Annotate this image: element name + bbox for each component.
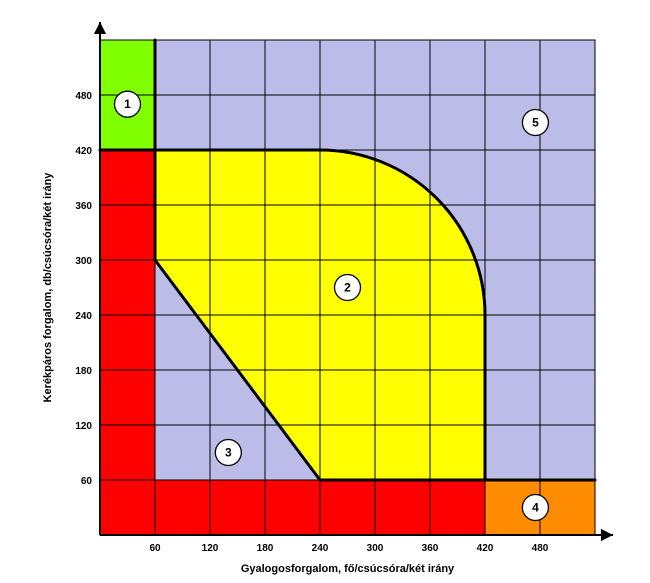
x-tick-label: 360 (422, 543, 439, 554)
y-tick-label: 480 (75, 91, 92, 102)
y-axis-arrow-icon (94, 22, 106, 34)
marker-label-1: 1 (124, 97, 131, 111)
marker-label-4: 4 (532, 501, 539, 515)
marker-label-5: 5 (532, 116, 539, 130)
y-tick-label: 240 (75, 311, 92, 322)
y-tick-label: 120 (75, 421, 92, 432)
x-tick-label: 300 (367, 543, 384, 554)
x-tick-label: 60 (149, 543, 161, 554)
marker-label-3: 3 (225, 446, 232, 460)
chart-svg: 60 120 180 240 300 360 420 480 60 120 180 240 300 360… (0, 0, 650, 583)
x-tick-label: 180 (257, 543, 274, 554)
y-axis-label: Kerékpáros forgalom, db/csúcsóra/két irá… (42, 40, 54, 535)
x-tick-label: 420 (477, 543, 494, 554)
x-tick-label: 240 (312, 543, 329, 554)
marker-label-2: 2 (344, 281, 351, 295)
y-tick-label: 60 (81, 476, 93, 487)
x-axis-arrow-icon (601, 529, 613, 541)
y-tick-label: 420 (75, 146, 92, 157)
x-tick-label: 120 (202, 543, 219, 554)
y-tick-label: 180 (75, 366, 92, 377)
chart-container: 60 120 180 240 300 360 420 480 60 120 180 240 300 360… (0, 0, 650, 583)
x-axis-label: Gyalogosforgalom, fő/csúcsóra/két irány (100, 563, 595, 575)
y-tick-label: 300 (75, 256, 92, 267)
y-tick-label: 360 (75, 201, 92, 212)
x-tick-label: 480 (532, 543, 549, 554)
